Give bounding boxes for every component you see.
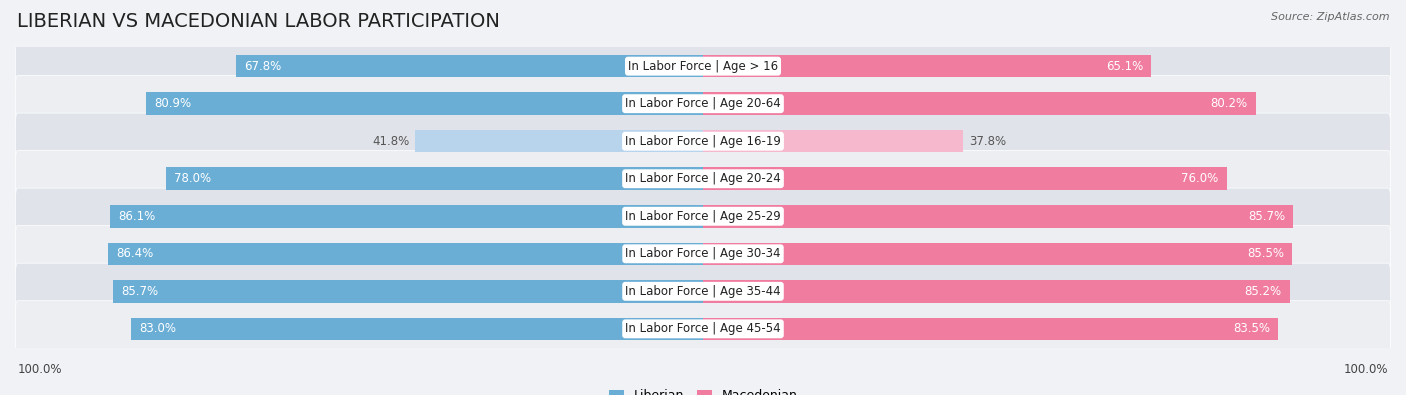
Text: 100.0%: 100.0% (1344, 363, 1389, 376)
Bar (703, 205, 1294, 228)
Bar (236, 55, 703, 77)
FancyBboxPatch shape (15, 188, 1391, 245)
Text: 41.8%: 41.8% (373, 135, 409, 148)
Text: LIBERIAN VS MACEDONIAN LABOR PARTICIPATION: LIBERIAN VS MACEDONIAN LABOR PARTICIPATI… (17, 12, 499, 31)
FancyBboxPatch shape (15, 113, 1391, 169)
Text: 65.1%: 65.1% (1107, 60, 1143, 73)
Text: 85.7%: 85.7% (1249, 210, 1285, 223)
Text: 76.0%: 76.0% (1181, 172, 1219, 185)
FancyBboxPatch shape (15, 263, 1391, 320)
Text: 80.2%: 80.2% (1211, 97, 1247, 110)
Bar (703, 318, 1278, 340)
Text: In Labor Force | Age 30-34: In Labor Force | Age 30-34 (626, 247, 780, 260)
Bar (703, 92, 1256, 115)
Bar (110, 205, 703, 228)
FancyBboxPatch shape (15, 301, 1391, 357)
Text: In Labor Force | Age 20-24: In Labor Force | Age 20-24 (626, 172, 780, 185)
Bar (108, 243, 703, 265)
Bar (131, 318, 703, 340)
Text: In Labor Force | Age > 16: In Labor Force | Age > 16 (628, 60, 778, 73)
Text: In Labor Force | Age 25-29: In Labor Force | Age 25-29 (626, 210, 780, 223)
Text: 85.2%: 85.2% (1244, 285, 1282, 298)
Bar (703, 243, 1292, 265)
FancyBboxPatch shape (15, 38, 1391, 94)
FancyBboxPatch shape (15, 150, 1391, 207)
Text: 86.1%: 86.1% (118, 210, 155, 223)
Text: In Labor Force | Age 16-19: In Labor Force | Age 16-19 (626, 135, 780, 148)
Text: In Labor Force | Age 45-54: In Labor Force | Age 45-54 (626, 322, 780, 335)
Text: 83.5%: 83.5% (1233, 322, 1270, 335)
Bar (703, 55, 1152, 77)
Text: 85.5%: 85.5% (1247, 247, 1284, 260)
Text: 67.8%: 67.8% (245, 60, 281, 73)
Legend: Liberian, Macedonian: Liberian, Macedonian (603, 384, 803, 395)
FancyBboxPatch shape (15, 75, 1391, 132)
Bar (703, 167, 1226, 190)
Text: 37.8%: 37.8% (969, 135, 1007, 148)
Bar (146, 92, 703, 115)
Bar (415, 130, 703, 152)
Text: Source: ZipAtlas.com: Source: ZipAtlas.com (1271, 12, 1389, 22)
Text: 78.0%: 78.0% (174, 172, 211, 185)
Bar (703, 130, 963, 152)
Text: 86.4%: 86.4% (117, 247, 153, 260)
Text: 83.0%: 83.0% (139, 322, 176, 335)
Text: 85.7%: 85.7% (121, 285, 157, 298)
Text: In Labor Force | Age 35-44: In Labor Force | Age 35-44 (626, 285, 780, 298)
Bar (112, 280, 703, 303)
FancyBboxPatch shape (15, 226, 1391, 282)
Text: In Labor Force | Age 20-64: In Labor Force | Age 20-64 (626, 97, 780, 110)
Text: 100.0%: 100.0% (17, 363, 62, 376)
Text: 80.9%: 80.9% (153, 97, 191, 110)
Bar (166, 167, 703, 190)
Bar (703, 280, 1289, 303)
